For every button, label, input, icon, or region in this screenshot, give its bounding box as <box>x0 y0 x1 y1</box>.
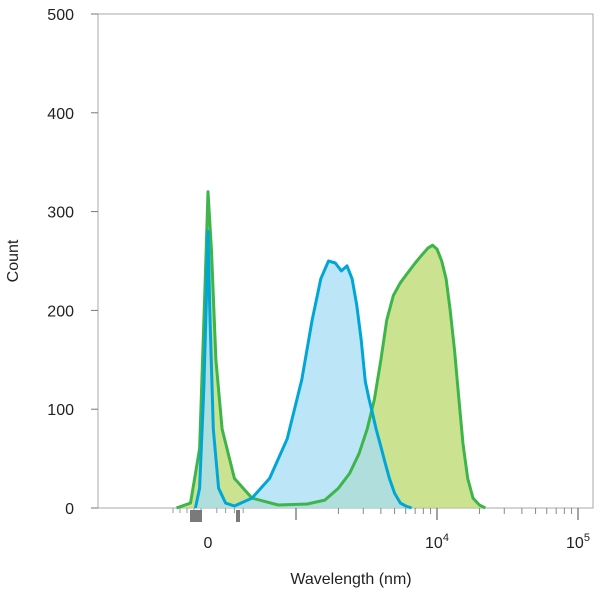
x-tick-cluster <box>236 510 240 522</box>
x-tick-label-2: 105 <box>566 532 590 552</box>
plot-frame <box>97 13 594 509</box>
y-axis: 0 100 200 300 400 500 <box>47 7 98 518</box>
x-axis-title: Wavelength (nm) <box>290 571 411 588</box>
series-0-area <box>176 191 486 509</box>
x-tick-label-0: 0 <box>204 535 213 552</box>
x-tick-label-1: 104 <box>425 532 449 552</box>
y-tick-label-500: 500 <box>47 7 74 24</box>
series-1-area <box>195 231 412 508</box>
y-axis-title: Count <box>5 239 22 282</box>
y-tick-label-300: 300 <box>47 205 74 222</box>
y-tick-label-0: 0 <box>65 501 74 518</box>
series-layer <box>176 190 486 510</box>
y-tick-label-200: 200 <box>47 303 74 320</box>
x-tick-cluster <box>190 510 202 522</box>
series-1-line <box>193 229 413 510</box>
y-tick-label-400: 400 <box>47 106 74 123</box>
y-tick-label-100: 100 <box>47 402 74 419</box>
series-0-line <box>176 190 486 510</box>
plot-border <box>97 13 594 509</box>
x-axis: 0 104 105 <box>172 508 590 552</box>
